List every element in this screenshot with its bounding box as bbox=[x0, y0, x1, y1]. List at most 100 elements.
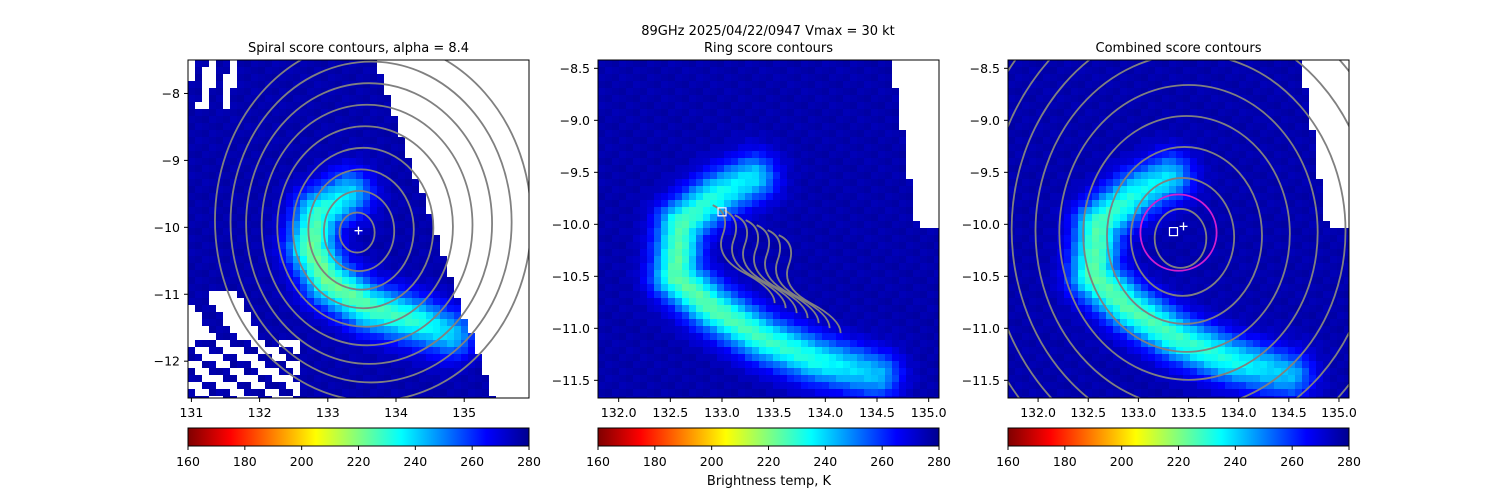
bt-cell bbox=[675, 291, 682, 298]
bt-cell bbox=[335, 270, 342, 277]
bt-cell bbox=[738, 333, 745, 340]
bt-cell bbox=[612, 263, 619, 270]
bt-cell bbox=[202, 123, 209, 130]
bt-cell bbox=[773, 298, 780, 305]
bt-cell bbox=[920, 242, 927, 249]
bt-cell bbox=[370, 375, 377, 382]
bt-cell bbox=[689, 291, 696, 298]
bt-cell bbox=[822, 137, 829, 144]
bt-cell bbox=[384, 221, 391, 228]
bt-cell bbox=[892, 354, 899, 361]
y-tick-label: −8 bbox=[162, 86, 180, 101]
bt-cell bbox=[1316, 207, 1323, 214]
bt-cell bbox=[377, 235, 384, 242]
bt-cell bbox=[314, 298, 321, 305]
bt-cell bbox=[612, 368, 619, 375]
bt-cell bbox=[864, 179, 871, 186]
bt-cell bbox=[829, 130, 836, 137]
bt-cell bbox=[384, 312, 391, 319]
bt-cell bbox=[370, 144, 377, 151]
bt-cell bbox=[738, 319, 745, 326]
bt-cell bbox=[328, 312, 335, 319]
bt-cell bbox=[857, 319, 864, 326]
bt-cell bbox=[934, 270, 939, 277]
bt-cell bbox=[440, 389, 447, 396]
bt-cell bbox=[836, 81, 843, 88]
bt-cell bbox=[370, 263, 377, 270]
bt-cell bbox=[1218, 116, 1225, 123]
bt-cell bbox=[363, 95, 370, 102]
bt-cell bbox=[878, 165, 885, 172]
bt-cell bbox=[647, 81, 654, 88]
bt-cell bbox=[1176, 186, 1183, 193]
bt-cell bbox=[370, 88, 377, 95]
bt-cell bbox=[1085, 67, 1092, 74]
bt-cell bbox=[349, 116, 356, 123]
bt-cell bbox=[899, 305, 906, 312]
bt-cell bbox=[1029, 151, 1036, 158]
bt-cell bbox=[1309, 207, 1316, 214]
bt-cell bbox=[899, 207, 906, 214]
bt-cell bbox=[293, 214, 300, 221]
bt-cell bbox=[717, 151, 724, 158]
bt-cell bbox=[335, 277, 342, 284]
bt-cell bbox=[1134, 144, 1141, 151]
bt-cell bbox=[605, 354, 612, 361]
bt-cell bbox=[258, 81, 265, 88]
bt-cell bbox=[1267, 67, 1274, 74]
bt-cell bbox=[815, 67, 822, 74]
bt-cell bbox=[619, 193, 626, 200]
bt-cell bbox=[857, 312, 864, 319]
bt-cell bbox=[307, 361, 314, 368]
bt-cell bbox=[864, 284, 871, 291]
bt-cell bbox=[1036, 81, 1043, 88]
bt-cell bbox=[216, 81, 223, 88]
bt-cell bbox=[689, 354, 696, 361]
colorbar-tick-label: 260 bbox=[460, 454, 484, 469]
bt-cell bbox=[342, 368, 349, 375]
bt-cell bbox=[398, 207, 405, 214]
bt-cell bbox=[759, 298, 766, 305]
bt-cell bbox=[864, 354, 871, 361]
bt-cell bbox=[279, 249, 286, 256]
score-contour-line bbox=[214, 60, 529, 398]
bt-cell bbox=[787, 305, 794, 312]
bt-cell bbox=[703, 368, 710, 375]
bt-cell bbox=[850, 221, 857, 228]
bt-cell bbox=[209, 151, 216, 158]
bt-cell bbox=[822, 193, 829, 200]
bt-cell bbox=[885, 207, 892, 214]
bt-cell bbox=[1288, 130, 1295, 137]
bt-cell bbox=[286, 74, 293, 81]
bt-cell bbox=[1050, 109, 1057, 116]
bt-cell bbox=[822, 67, 829, 74]
bt-cell bbox=[808, 109, 815, 116]
bt-cell bbox=[202, 382, 209, 389]
bt-cell bbox=[731, 347, 738, 354]
bt-cell bbox=[1057, 74, 1064, 81]
bt-cell bbox=[475, 396, 482, 398]
bt-cell bbox=[1295, 179, 1302, 186]
bt-cell bbox=[801, 214, 808, 221]
bt-cell bbox=[815, 256, 822, 263]
bt-cell bbox=[794, 158, 801, 165]
bt-cell bbox=[1225, 74, 1232, 81]
bt-cell bbox=[1211, 137, 1218, 144]
bt-cell bbox=[927, 375, 934, 382]
bt-cell bbox=[328, 200, 335, 207]
bt-cell bbox=[619, 74, 626, 81]
bt-cell bbox=[419, 312, 426, 319]
bt-cell bbox=[293, 116, 300, 123]
bt-cell bbox=[647, 109, 654, 116]
bt-cell bbox=[850, 396, 857, 398]
bt-cell bbox=[1183, 179, 1190, 186]
bt-cell bbox=[598, 81, 605, 88]
bt-cell bbox=[349, 179, 356, 186]
bt-cell bbox=[307, 151, 314, 158]
bt-cell bbox=[633, 123, 640, 130]
bt-cell bbox=[654, 172, 661, 179]
bt-cell bbox=[920, 312, 927, 319]
bt-cell bbox=[1218, 158, 1225, 165]
bt-cell bbox=[1022, 151, 1029, 158]
bt-cell bbox=[1127, 207, 1134, 214]
